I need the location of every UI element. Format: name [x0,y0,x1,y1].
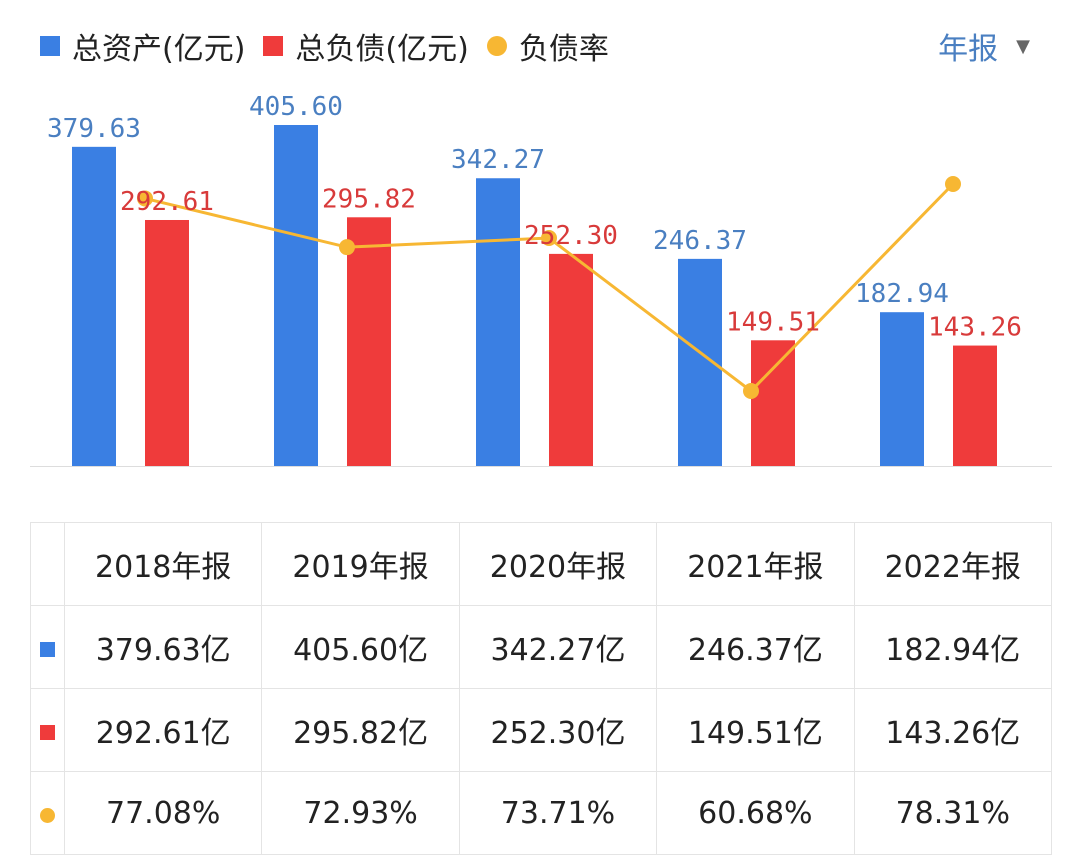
data-label-assets-2: 342.27 [451,145,545,175]
data-label-liabilities-1: 295.82 [322,184,416,214]
table-cell: 149.51亿 [656,688,855,772]
table-cell: 78.31% [853,771,1053,855]
legend-marker-total-assets [40,36,60,56]
data-label-assets-4: 182.94 [855,279,949,309]
data-label-liabilities-2: 252.30 [524,221,618,251]
row-marker-cell [30,605,65,689]
table-cell: 342.27亿 [458,605,658,689]
table-cell: 143.26亿 [853,688,1053,772]
legend-item-total-assets[interactable]: 总资产(亿元) [40,24,245,68]
table-row-debt-ratio: 77.08% 72.93% 73.71% 60.68% 78.31% [30,771,1053,855]
table-cell: 252.30亿 [458,688,658,772]
bar-assets-2[interactable] [476,178,520,467]
bar-assets-4[interactable] [880,312,924,466]
data-label-assets-3: 246.37 [653,226,747,256]
debt-ratio-point-2[interactable] [541,230,557,247]
bar-liabilities-2[interactable] [549,253,593,466]
table-header-cell: 2022年报 [853,522,1053,606]
table-cell: 405.60亿 [261,605,460,689]
debt-ratio-point-3[interactable] [743,383,759,399]
data-label-group: 379.63 292.61 405.60 295.82 342.27 252.30 246.… [47,92,1022,343]
bar-liabilities-4[interactable] [953,345,997,466]
table-row-total-liabilities: 292.61亿 295.82亿 252.30亿 149.51亿 143.26亿 [30,688,1053,772]
row-marker-cell [30,771,65,855]
legend-marker-total-liabilities [263,36,284,56]
caret-down-icon: ▼ [1016,35,1030,57]
legend-label: 负债率 [518,32,609,67]
table-cell: 246.37亿 [656,605,855,689]
bar-liabilities-0[interactable] [145,219,189,466]
data-label-liabilities-3: 149.51 [726,307,820,337]
bar-group [72,125,997,467]
period-selector-dropdown[interactable]: 年报 ▼ [938,24,1030,68]
table-header-cell: 2018年报 [63,522,263,606]
table-cell: 379.63亿 [63,605,263,689]
debt-ratio-point-0[interactable] [137,190,153,207]
table-cell: 182.94亿 [853,605,1053,689]
table-corner-cell [30,522,65,606]
debt-ratio-point-4[interactable] [945,176,961,192]
legend-marker-debt-ratio [486,36,507,56]
table-header-cell: 2020年报 [458,522,658,606]
data-label-liabilities-0: 292.61 [120,187,214,217]
bar-liabilities-1[interactable] [347,217,391,466]
row-marker-total-liabilities [40,724,55,740]
table-cell: 295.82亿 [261,688,460,772]
table-cell: 60.68% [656,771,855,855]
debt-ratio-point-1[interactable] [339,239,355,256]
debt-ratio-line-group [137,176,961,399]
legend-item-debt-ratio[interactable]: 负债率 [486,24,609,68]
table-header-cell: 2019年报 [261,522,460,606]
table-cell: 72.93% [261,771,460,855]
data-table: 2018年报 2019年报 2020年报 2021年报 2022年报 379.6… [30,522,1053,855]
row-marker-cell [30,688,65,772]
table-header-row: 2018年报 2019年报 2020年报 2021年报 2022年报 [30,522,1053,606]
bar-liabilities-3[interactable] [751,340,795,466]
table-row-total-assets: 379.63亿 405.60亿 342.27亿 246.37亿 182.94亿 [30,605,1053,689]
data-label-assets-1: 405.60 [249,92,343,122]
data-label-liabilities-4: 143.26 [928,313,1022,343]
table-cell: 77.08% [63,771,263,855]
legend-label: 总负债(亿元) [295,32,469,67]
bar-line-chart: 379.63 292.61 405.60 295.82 342.27 252.30 246.… [30,92,1052,467]
table-cell: 292.61亿 [63,688,263,772]
period-selector-label: 年报 [938,32,999,67]
bar-assets-1[interactable] [274,125,318,466]
legend-item-total-liabilities[interactable]: 总负债(亿元) [263,24,469,68]
table-header-cell: 2021年报 [656,522,855,606]
data-label-assets-0: 379.63 [47,114,141,144]
legend-label: 总资产(亿元) [72,32,246,67]
table-cell: 73.71% [458,771,658,855]
bar-assets-0[interactable] [72,146,116,467]
chart-legend: 总资产(亿元) 总负债(亿元) 负债率 [40,22,627,70]
row-marker-debt-ratio [40,807,55,823]
row-marker-total-assets [40,641,55,657]
